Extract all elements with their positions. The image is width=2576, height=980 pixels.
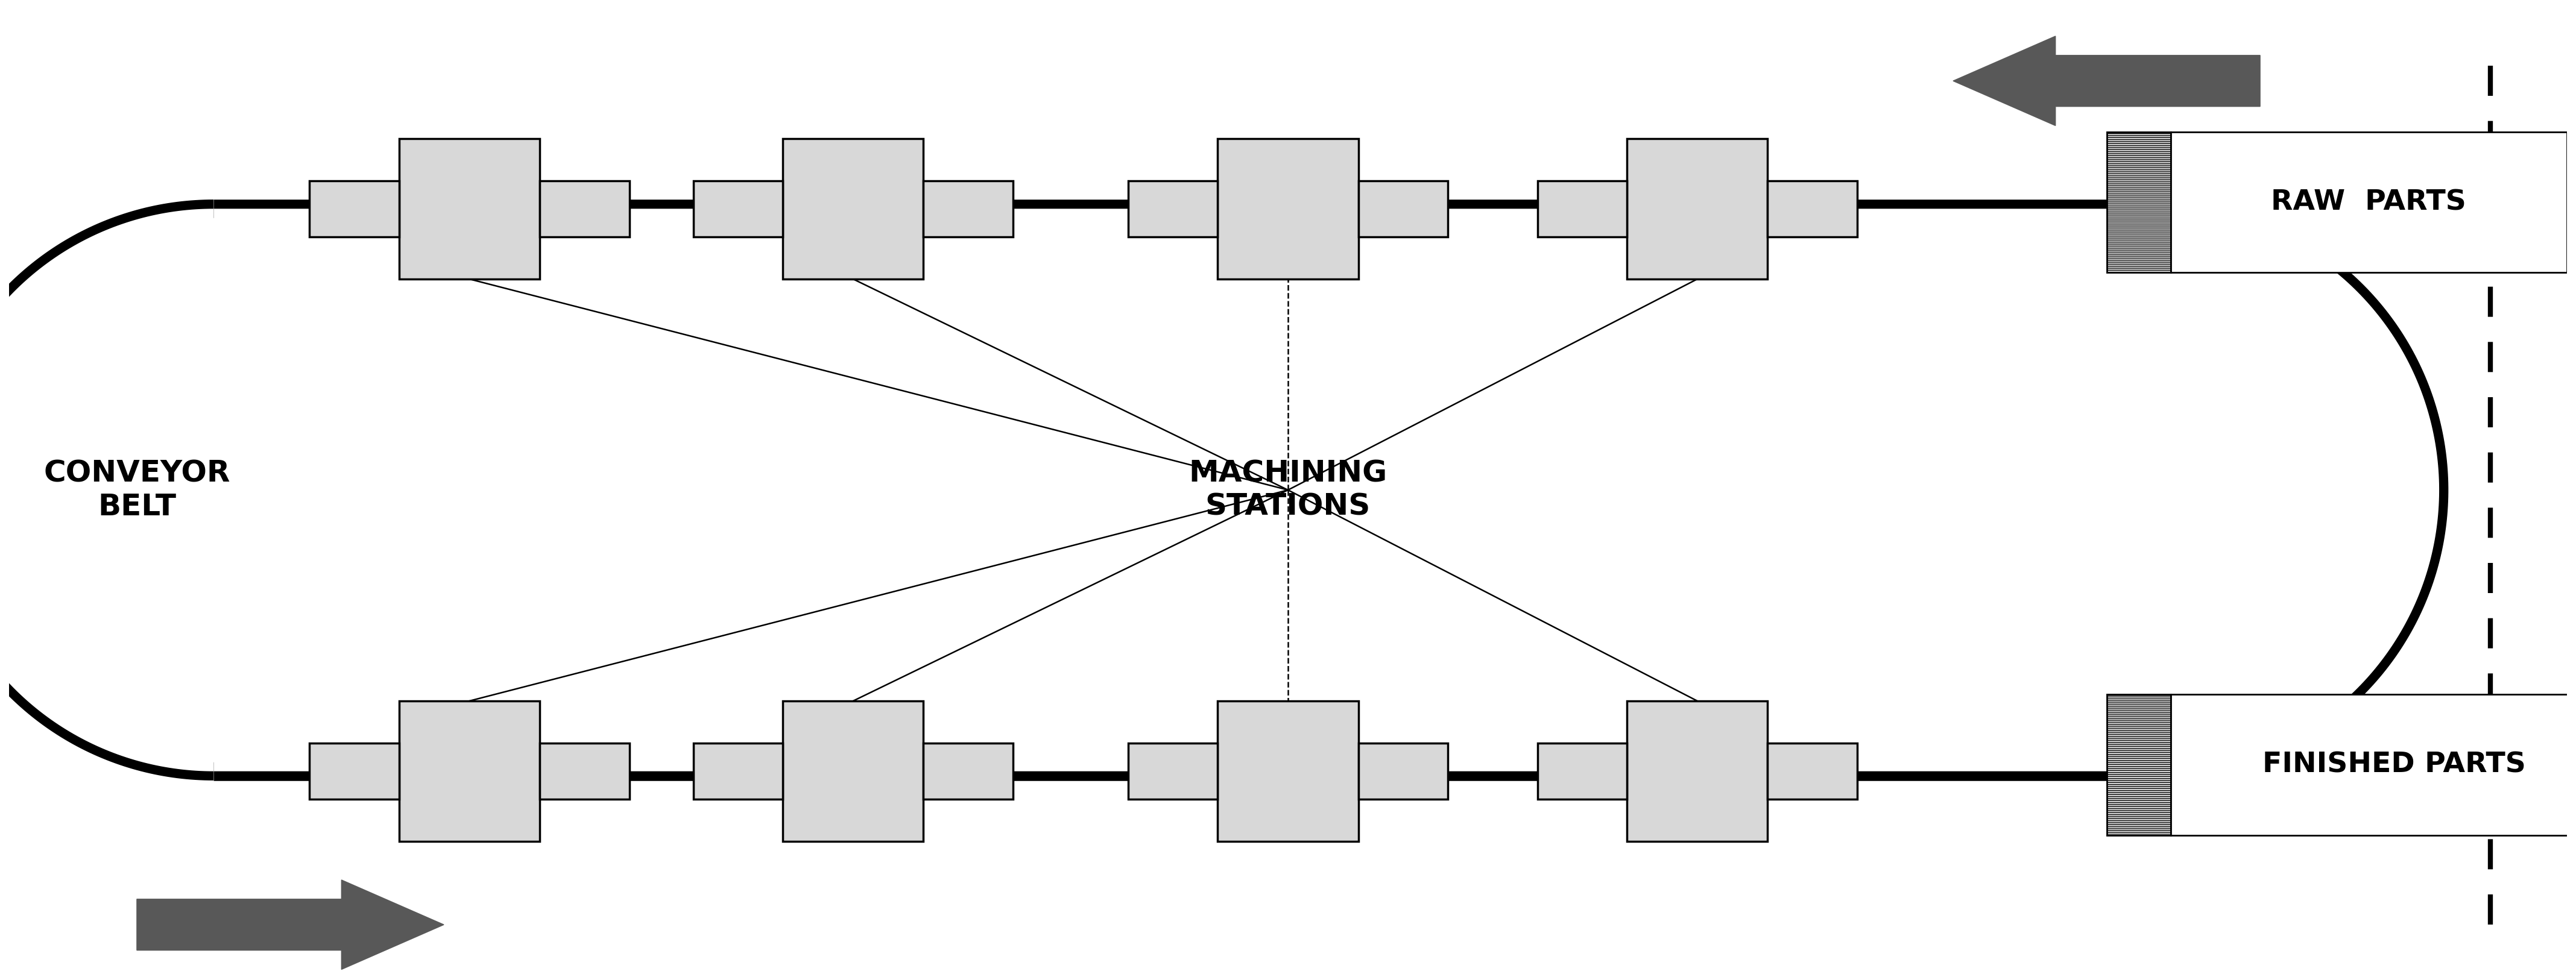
FancyBboxPatch shape [922, 743, 1012, 800]
Text: MACHINING
STATIONS: MACHINING STATIONS [1188, 459, 1388, 521]
FancyBboxPatch shape [1358, 180, 1448, 237]
FancyBboxPatch shape [1538, 180, 1628, 237]
FancyBboxPatch shape [1218, 701, 1358, 842]
FancyBboxPatch shape [1128, 180, 1218, 237]
FancyBboxPatch shape [309, 743, 399, 800]
FancyBboxPatch shape [541, 180, 629, 237]
FancyBboxPatch shape [309, 180, 399, 237]
FancyBboxPatch shape [1767, 743, 1857, 800]
Text: FINISHED PARTS: FINISHED PARTS [2262, 752, 2527, 778]
FancyBboxPatch shape [2107, 695, 2172, 835]
FancyBboxPatch shape [693, 743, 783, 800]
FancyBboxPatch shape [1128, 743, 1218, 800]
FancyBboxPatch shape [1218, 138, 1358, 279]
FancyBboxPatch shape [2172, 132, 2568, 272]
Polygon shape [0, 209, 2439, 771]
FancyBboxPatch shape [399, 138, 541, 279]
FancyBboxPatch shape [922, 180, 1012, 237]
FancyBboxPatch shape [541, 743, 629, 800]
Text: RAW  PARTS: RAW PARTS [2272, 189, 2465, 216]
FancyBboxPatch shape [1628, 701, 1767, 842]
FancyBboxPatch shape [693, 180, 783, 237]
FancyBboxPatch shape [2107, 132, 2172, 272]
Text: CONVEYOR
BELT: CONVEYOR BELT [44, 459, 229, 521]
FancyBboxPatch shape [1628, 138, 1767, 279]
FancyBboxPatch shape [1538, 743, 1628, 800]
FancyBboxPatch shape [1767, 180, 1857, 237]
Polygon shape [1953, 36, 2259, 125]
FancyBboxPatch shape [399, 701, 541, 842]
Polygon shape [137, 880, 443, 969]
FancyBboxPatch shape [2172, 695, 2576, 835]
FancyBboxPatch shape [1358, 743, 1448, 800]
FancyBboxPatch shape [783, 138, 922, 279]
FancyBboxPatch shape [783, 701, 922, 842]
